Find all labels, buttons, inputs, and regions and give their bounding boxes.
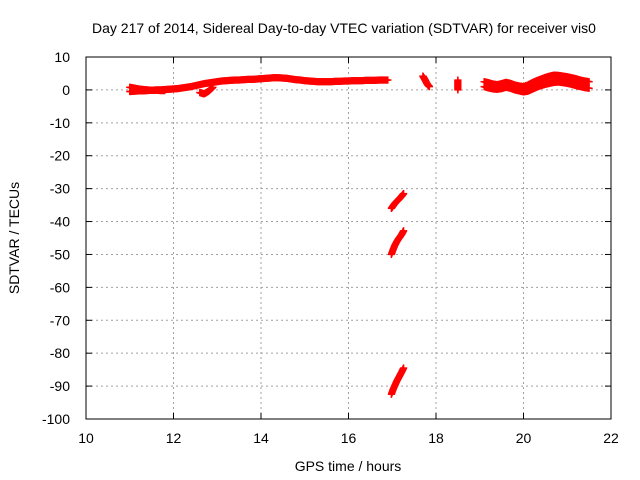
y-tick-label: -90 (50, 378, 70, 394)
grid (86, 57, 611, 419)
y-axis-title: SDTVAR / TECUs (6, 182, 22, 294)
y-tick-label: -20 (50, 148, 70, 164)
x-tick-label: 18 (428, 430, 444, 446)
y-tick-label: 10 (54, 49, 70, 65)
y-tick-label: -30 (50, 181, 70, 197)
data-point (400, 227, 408, 235)
data-point (161, 86, 169, 95)
data-point (585, 78, 593, 86)
x-tick-label: 14 (253, 430, 269, 446)
y-tick-label: -70 (50, 312, 70, 328)
y-tick-label: -80 (50, 345, 70, 361)
data-series (126, 71, 593, 398)
y-tick-label: -50 (50, 246, 70, 262)
x-tick-label: 12 (166, 430, 182, 446)
x-tick-label: 22 (603, 430, 619, 446)
y-tick-label: -60 (50, 279, 70, 295)
data-point (384, 76, 392, 84)
data-point (400, 189, 408, 198)
data-point (400, 364, 408, 372)
x-tick-label: 20 (516, 430, 532, 446)
x-tick-label: 16 (341, 430, 357, 446)
data-point (209, 83, 217, 91)
y-tick-label: -40 (50, 214, 70, 230)
x-axis-title: GPS time / hours (295, 458, 402, 474)
chart-title: Day 217 of 2014, Sidereal Day-to-day VTE… (92, 20, 596, 36)
y-tick-label: -100 (42, 411, 70, 427)
data-point (454, 86, 462, 94)
axis-ticks: 10 12 14 16 18 20 22 10 0 -10 -20 -30 -40 -50 -60 -70 -8… (42, 49, 619, 446)
y-tick-label: 0 (62, 82, 70, 98)
x-tick-label: 10 (78, 430, 94, 446)
data-point (585, 84, 593, 92)
data-point (425, 83, 434, 91)
y-tick-label: -10 (50, 115, 70, 131)
